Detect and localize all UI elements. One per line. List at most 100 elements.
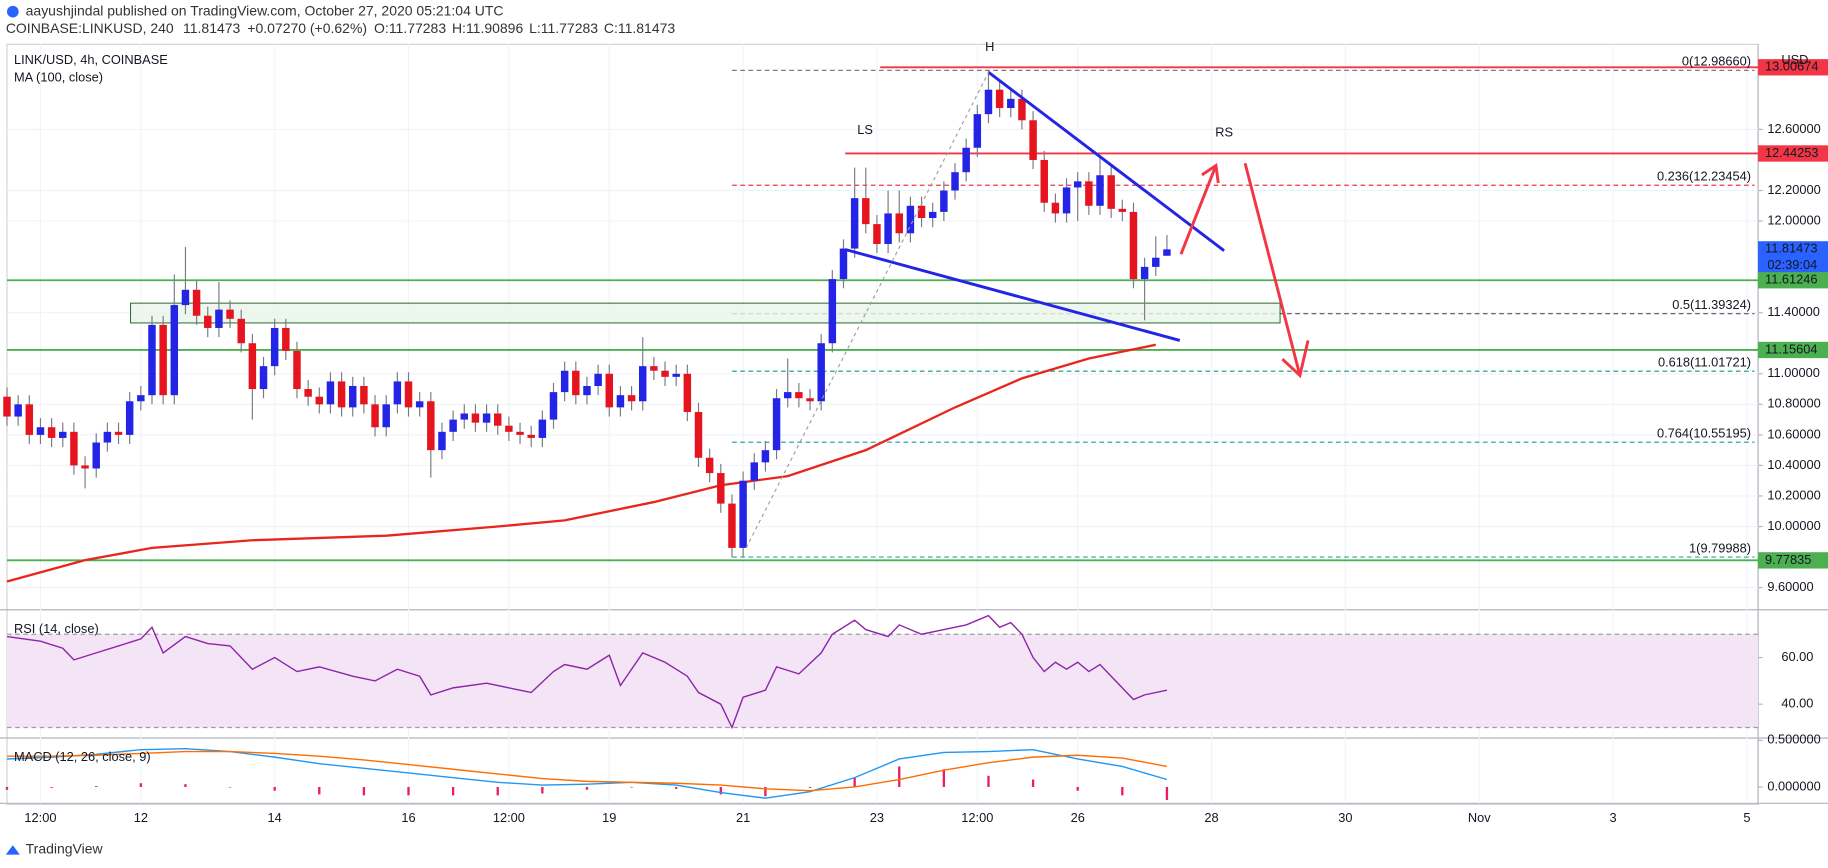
candle-body <box>505 425 513 432</box>
candle-body <box>962 147 970 173</box>
candle-body <box>1107 175 1115 209</box>
x-tick-label: 19 <box>602 810 616 825</box>
macd-histogram-bar <box>496 786 499 796</box>
candle-body <box>494 413 502 426</box>
rsi-tick-label: 40.00 <box>1781 696 1813 711</box>
support-zone <box>130 302 1281 324</box>
price-change: +0.07270 (+0.62%) <box>247 20 367 36</box>
macd-histogram-bar <box>942 769 946 787</box>
candle-body <box>873 224 881 244</box>
marks-layer <box>3 66 1759 801</box>
rsi-line <box>6 614 1168 730</box>
x-tick-label: 23 <box>870 810 884 825</box>
price-label-bg <box>1758 241 1828 258</box>
candle-body <box>125 401 134 435</box>
candle-body <box>672 373 680 377</box>
candle-body <box>728 503 736 548</box>
candle-body <box>850 198 859 249</box>
macd-histogram-bar <box>898 766 901 787</box>
candle-body <box>783 392 792 399</box>
ohlc-label: C: <box>604 20 618 36</box>
candle-body <box>806 398 814 402</box>
candle-body <box>460 413 469 420</box>
footer-logo <box>5 845 20 855</box>
ohlc-label: H: <box>452 20 466 36</box>
candle-body <box>337 381 346 408</box>
x-tick-label: 14 <box>268 810 282 825</box>
y-tick-label: 12.60000 <box>1767 121 1820 136</box>
macd-histogram-bar <box>318 786 321 795</box>
candle-body <box>627 395 636 402</box>
price-label-bg <box>1758 272 1828 289</box>
candle-body <box>103 431 112 443</box>
candle-body <box>661 370 669 377</box>
ma-line <box>6 343 1157 583</box>
candle-body <box>192 289 201 316</box>
candle-body <box>1152 257 1160 267</box>
fib-label: 0.618(11.01721) <box>1658 354 1751 369</box>
candle-body <box>137 395 145 402</box>
candle-body <box>772 398 781 451</box>
arrow <box>1179 165 1218 255</box>
x-tick-label: 12 <box>134 810 148 825</box>
macd-histogram-bar <box>139 783 142 787</box>
candle-body <box>1051 202 1060 214</box>
drawings <box>745 71 1310 549</box>
ohlc-label: O: <box>374 20 389 36</box>
price-label-bg <box>1758 341 1828 359</box>
macd-histogram-bar <box>1121 786 1124 796</box>
candle-body <box>415 401 424 408</box>
front-layer: 12:00 12 14 16 12:00 19 21 23 12:00 26 28 30 Nov 3 5 0(… <box>24 39 1828 825</box>
candle-body <box>1040 159 1048 203</box>
ohlc-value: 11.81473 <box>618 20 676 36</box>
trendline <box>987 71 1225 252</box>
y-tick-label: 12.00000 <box>1767 212 1820 227</box>
fib-label: 0(12.98660) <box>1682 54 1751 69</box>
candle-body <box>1029 120 1037 160</box>
rsi-legend: RSI (14, close) <box>14 621 99 636</box>
last-price: 11.81473 <box>183 20 241 36</box>
macd-histogram-bar <box>585 786 589 790</box>
candle-body <box>360 386 368 405</box>
candle-body <box>1018 98 1026 121</box>
candle-body <box>170 305 179 396</box>
fib-label: 0.5(11.39324) <box>1672 297 1751 312</box>
macd-tick-label: 0.000000 <box>1767 778 1820 793</box>
pane-title: LINK/USD, 4h, COINBASE <box>14 52 168 67</box>
candle-body <box>583 386 591 396</box>
symbol: COINBASE:LINKUSD, 240 <box>6 20 174 36</box>
candle-body <box>616 395 625 408</box>
candle-body <box>560 370 569 393</box>
ohlc-value: 11.77283 <box>389 20 447 36</box>
candle-body <box>594 373 602 387</box>
candle-body <box>371 404 379 428</box>
x-tick-label: 5 <box>1743 810 1750 825</box>
candle-body <box>393 381 402 405</box>
candle-body <box>282 327 290 351</box>
candle-body <box>382 404 390 428</box>
countdown-bg <box>1758 257 1828 274</box>
candle-body <box>917 205 926 219</box>
x-tick-label: Nov <box>1468 810 1491 825</box>
macd-histogram-bar <box>5 786 9 790</box>
candle-body <box>984 89 993 115</box>
macd-histogram-bar <box>541 786 544 794</box>
x-tick-label: 12:00 <box>493 810 525 825</box>
y-tick-label: 10.60000 <box>1767 426 1820 441</box>
price-label-bg <box>1758 145 1828 162</box>
currency: USD <box>1781 52 1808 67</box>
candle-body <box>828 279 837 344</box>
macd-histogram-bar <box>630 786 633 788</box>
logo-icon <box>6 5 19 18</box>
y-tick-label: 10.80000 <box>1767 396 1820 411</box>
candle-body <box>638 366 647 402</box>
candle-body <box>717 473 725 504</box>
candle-body <box>59 431 67 438</box>
candle-body <box>605 373 613 408</box>
rsi-band <box>6 634 1759 728</box>
x-tick-label: 16 <box>401 810 415 825</box>
fib-label: 0.236(12.23454) <box>1657 168 1751 183</box>
macd-histogram-bar <box>184 784 187 787</box>
ma-legend: MA (100, close) <box>14 70 103 85</box>
